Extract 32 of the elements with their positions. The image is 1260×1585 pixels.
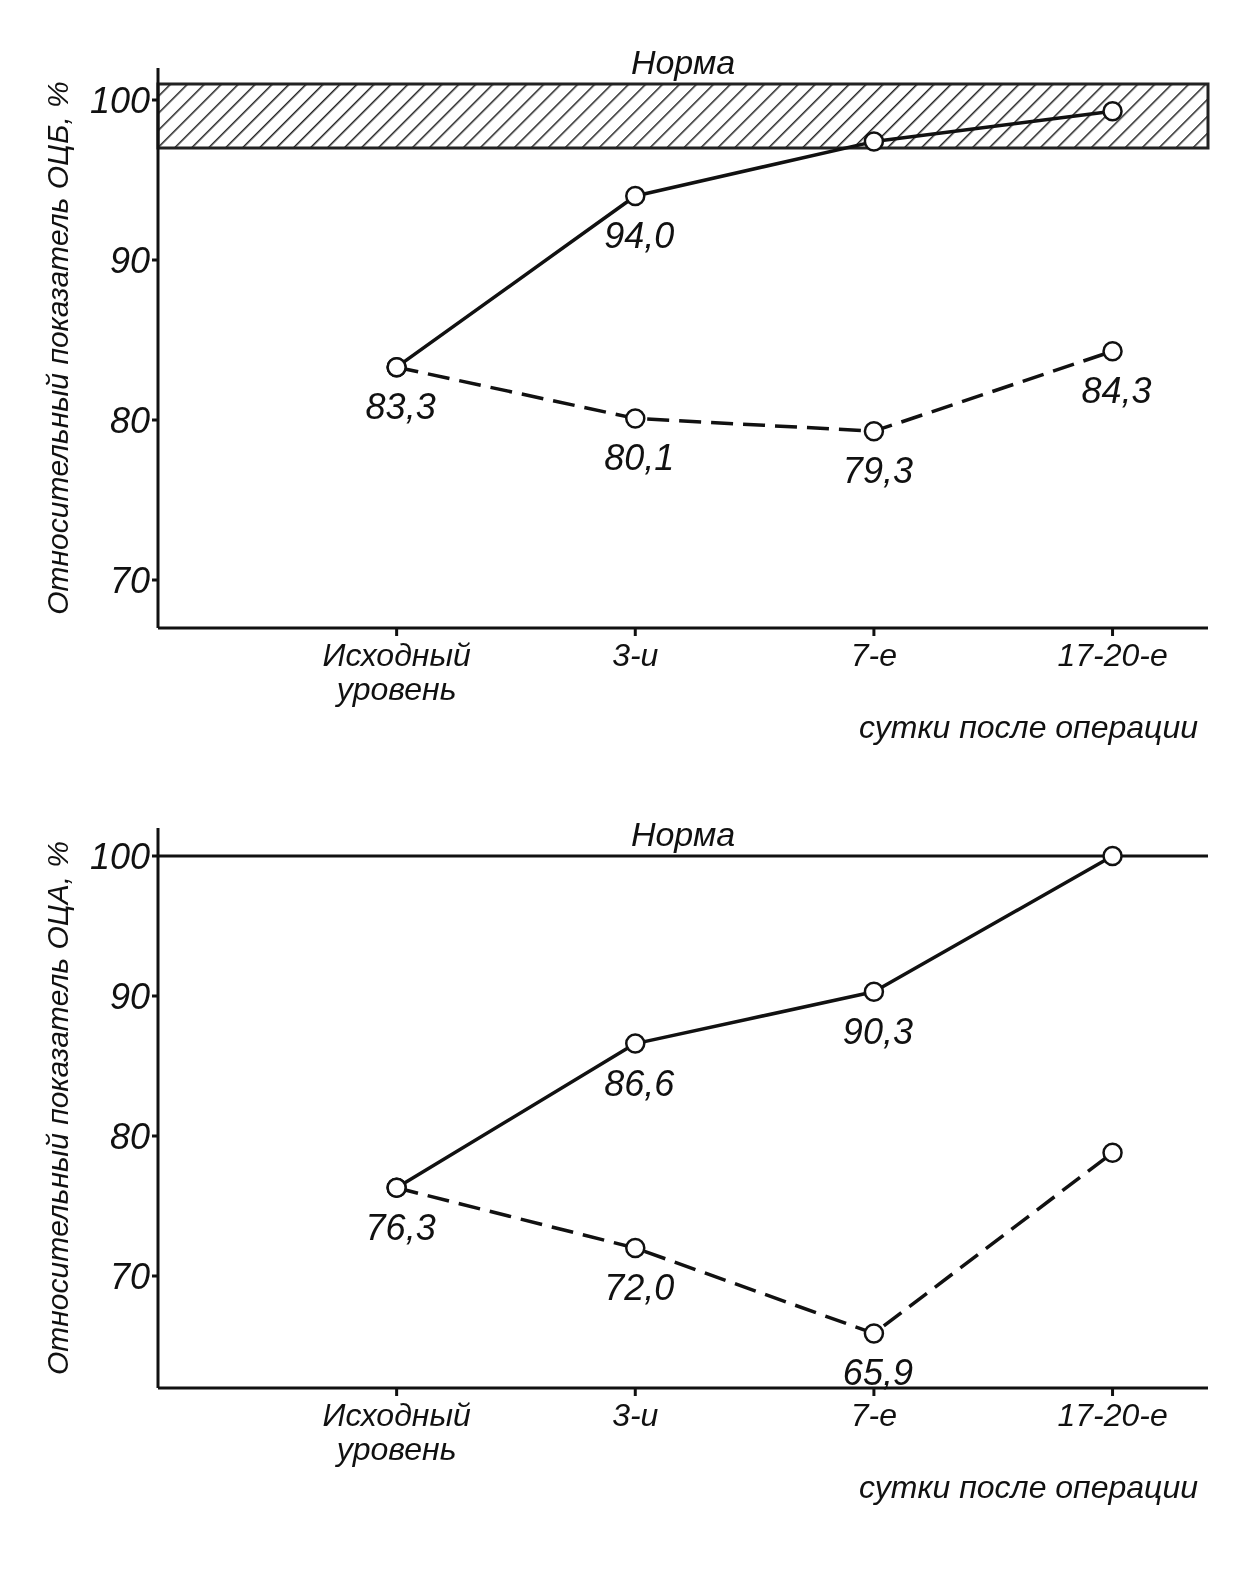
data-label: 90,3 <box>842 1010 913 1052</box>
x-axis-title: сутки после операции <box>859 1469 1199 1505</box>
data-label: 84,3 <box>1081 370 1152 412</box>
data-label: 65,9 <box>842 1352 913 1394</box>
y-tick-label: 100 <box>89 835 150 877</box>
data-label: 76,3 <box>365 1206 436 1248</box>
x-tick-label: 17-20-е <box>1057 1397 1168 1433</box>
data-label: 79,3 <box>842 450 913 492</box>
x-tick-label: 7-е <box>850 1397 898 1433</box>
data-label: 72,0 <box>604 1267 675 1308</box>
ref-line-label: Норма <box>630 815 736 853</box>
y-tick-label: 100 <box>89 79 150 121</box>
y-tick-label: 80 <box>109 399 150 441</box>
y-axis-title: Относительный показатель ОЦБ, % <box>41 81 74 615</box>
y-tick-label: 90 <box>109 975 150 1017</box>
band-label: Норма <box>630 43 736 81</box>
y-tick-label: 80 <box>109 1115 150 1157</box>
x-tick-label: Исходный уровень <box>322 1397 471 1467</box>
x-tick-label: 17-20-е <box>1057 637 1168 673</box>
x-tick-label: 3-и <box>612 1397 659 1433</box>
y-tick-label: 70 <box>109 1255 150 1297</box>
y-tick-label: 90 <box>109 239 150 281</box>
data-label: 80,1 <box>604 437 675 479</box>
y-axis-title: Относительный показатель ОЦА, % <box>41 840 74 1376</box>
data-label: 83,3 <box>365 386 436 428</box>
x-axis-title: сутки после операции <box>859 709 1199 745</box>
x-tick-label: 7-е <box>850 637 898 673</box>
data-label: 94,0 <box>604 215 675 256</box>
y-tick-label: 70 <box>109 559 150 601</box>
x-tick-label: Исходный уровень <box>322 637 471 707</box>
data-label: 86,6 <box>604 1062 676 1104</box>
x-tick-label: 3-и <box>612 637 659 673</box>
